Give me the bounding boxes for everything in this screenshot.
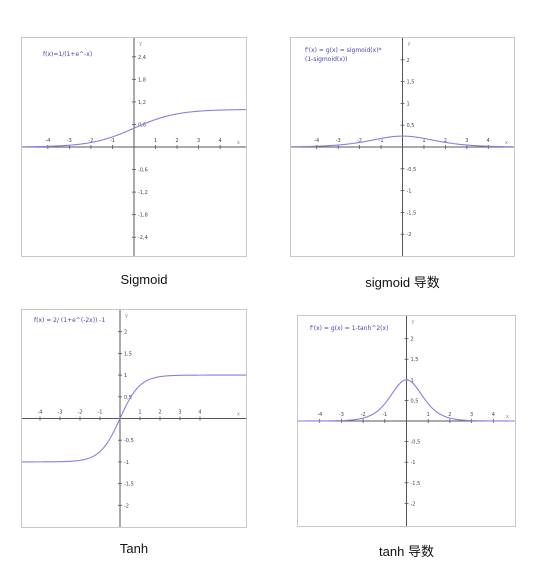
y-axis-name: y <box>408 41 411 47</box>
formula-label: f'(x) = g(x) = 1-tanh^2(x) <box>310 325 389 332</box>
y-tick-label: 0,5 <box>124 395 132 401</box>
y-tick-label: -1,8 <box>138 213 148 219</box>
x-tick-label: -2 <box>357 138 362 144</box>
y-tick-label: 1,2 <box>138 100 146 106</box>
x-axis-name: x <box>237 412 240 418</box>
y-tick-label: -0,6 <box>138 168 148 174</box>
chart-title: tanh 导数 <box>379 544 434 559</box>
x-tick-label: -3 <box>339 412 344 418</box>
chart-svg-tanh: x y -4 -3 -2 -1 1 2 3 4 2 1,5 1 0,5 -0,5 -1 -1,5 -2 <box>22 310 246 527</box>
series-line <box>22 374 246 463</box>
formula-label: f(x) = 2/ (1+e^(-2x)) -1 <box>34 317 106 324</box>
y-tick-label: -1,5 <box>411 481 421 487</box>
y-tick-label: -1 <box>407 189 412 195</box>
formula-label: f(x)=1/(1+e^-x) <box>43 51 93 58</box>
x-tick-label: -4 <box>38 410 43 416</box>
y-axis-name: y <box>125 313 128 319</box>
y-tick-label: 1 <box>411 378 414 384</box>
x-tick-label: 3 <box>178 410 181 416</box>
chart-title: sigmoid 导数 <box>365 275 440 290</box>
x-tick-label: -2 <box>361 412 366 418</box>
x-tick-label: 1 <box>422 138 425 144</box>
x-tick-label: 3 <box>470 412 473 418</box>
x-tick-label: -4 <box>45 138 50 144</box>
chart-title: Tanh <box>119 541 149 556</box>
x-tick-label: -1 <box>379 138 384 144</box>
y-tick-label: -1 <box>411 460 416 466</box>
y-tick-label: -2 <box>407 232 412 238</box>
y-tick-label: -0,5 <box>407 167 417 173</box>
x-tick-label: 4 <box>219 138 222 144</box>
y-tick-label: -1 <box>124 460 129 466</box>
y-axis-name: y <box>412 319 415 325</box>
y-tick-label: 1,8 <box>138 77 146 83</box>
y-tick-label: 1,5 <box>411 357 419 363</box>
chart-title: Sigmoid <box>120 272 168 287</box>
x-tick-label: 2 <box>158 410 161 416</box>
y-axis-name: y <box>139 41 142 47</box>
x-tick-label: -3 <box>336 138 341 144</box>
x-tick-label: -3 <box>67 138 72 144</box>
y-tick-label: 0,5 <box>411 398 419 404</box>
y-tick-label: 2 <box>124 330 127 336</box>
formula-label: f'(x) = g(x) = sigmoid(x)* (1-sigmoid(x)… <box>305 47 382 63</box>
y-tick-label: -1,5 <box>124 482 134 488</box>
x-tick-label: -1 <box>110 138 115 144</box>
y-tick-label: -1,5 <box>407 210 417 216</box>
y-tick-label: -0,5 <box>124 438 134 444</box>
x-tick-label: 2 <box>448 412 451 418</box>
y-tick-label: 1,5 <box>407 80 415 86</box>
y-tick-label: 1 <box>124 373 127 379</box>
x-tick-label: 3 <box>465 138 468 144</box>
x-tick-label: -2 <box>78 410 83 416</box>
chart-panel-sigmoid-derivative: x y -4 -3 -2 -1 1 2 3 4 2 1,5 1 0,5 -0,5 -1 -1,5 -2 f'(x)… <box>290 37 515 257</box>
x-tick-label: 2 <box>175 138 178 144</box>
y-tick-label: 0,6 <box>138 122 146 128</box>
x-tick-label: 4 <box>198 410 201 416</box>
y-tick-label: 1 <box>407 101 410 107</box>
x-tick-label: 3 <box>197 138 200 144</box>
y-tick-label: 2 <box>407 58 410 64</box>
x-axis-name: x <box>237 140 240 146</box>
x-tick-label: 2 <box>444 138 447 144</box>
x-tick-label: -4 <box>317 412 322 418</box>
x-axis-name: x <box>505 140 508 146</box>
y-tick-label: 0,5 <box>407 123 415 129</box>
x-tick-label: -1 <box>98 410 103 416</box>
y-tick-label: 2 <box>411 337 414 343</box>
x-axis-name: x <box>506 414 509 420</box>
y-tick-label: -2,4 <box>138 235 148 241</box>
chart-svg-sigmoid: x y -4 -3 -2 -1 1 2 3 4 2,4 1,8 1,2 0,6 -0,6 -1,2 -1,8 -2… <box>22 38 246 256</box>
series-line <box>298 379 515 422</box>
x-tick-label: -3 <box>58 410 63 416</box>
x-tick-label: -4 <box>314 138 319 144</box>
chart-svg-tanh-derivative: x y -4 -3 -2 -1 1 2 3 4 2 1,5 1 0,5 -0,5 -1 -1,5 -2 <box>298 316 515 526</box>
chart-panel-sigmoid: x y -4 -3 -2 -1 1 2 3 4 2,4 1,8 1,2 0,6 -0,6 -1,2 -1,8 -2… <box>21 37 247 257</box>
x-tick-label: 1 <box>138 410 141 416</box>
series-line <box>22 109 246 148</box>
x-tick-label: 1 <box>154 138 157 144</box>
y-tick-label: 1,5 <box>124 351 132 357</box>
y-tick-label: -1,2 <box>138 190 148 196</box>
x-tick-label: 1 <box>427 412 430 418</box>
chart-svg-sigmoid-derivative: x y -4 -3 -2 -1 1 2 3 4 2 1,5 1 0,5 -0,5 -1 -1,5 -2 <box>291 38 514 256</box>
x-tick-label: -1 <box>382 412 387 418</box>
y-tick-label: -0,5 <box>411 440 421 446</box>
y-tick-label: -2 <box>411 501 416 507</box>
chart-panel-tanh-derivative: x y -4 -3 -2 -1 1 2 3 4 2 1,5 1 0,5 -0,5 -1 -1,5 -2 f'(x)… <box>297 315 516 527</box>
series-line <box>291 135 514 148</box>
y-tick-label: 2,4 <box>138 55 146 61</box>
x-tick-label: -2 <box>88 138 93 144</box>
x-tick-label: 4 <box>487 138 490 144</box>
y-tick-label: -2 <box>124 503 129 509</box>
chart-panel-tanh: x y -4 -3 -2 -1 1 2 3 4 2 1,5 1 0,5 -0,5 -1 -1,5 -2 f(x) … <box>21 309 247 528</box>
x-tick-label: 4 <box>492 412 495 418</box>
